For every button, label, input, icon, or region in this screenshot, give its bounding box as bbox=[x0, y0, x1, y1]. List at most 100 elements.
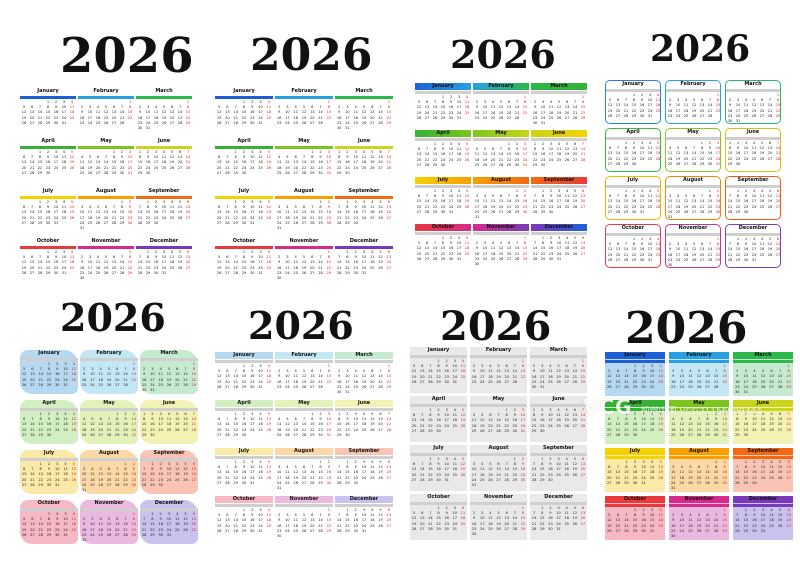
day-cell: 4 bbox=[648, 141, 652, 145]
day-cell: 6 bbox=[608, 465, 611, 470]
day-cell: 21 bbox=[691, 156, 697, 161]
weekday-strip bbox=[669, 504, 729, 507]
day-cell: 30 bbox=[752, 528, 757, 533]
day-cell: 24 bbox=[452, 374, 458, 379]
day-cell: 19 bbox=[21, 527, 27, 532]
day-cell: 20 bbox=[185, 260, 191, 265]
day-cell: 20 bbox=[29, 115, 35, 120]
day-cell: 4 bbox=[294, 369, 297, 374]
day-cell: 2 bbox=[56, 512, 59, 516]
weekday-strip bbox=[136, 96, 192, 99]
day-cell: 31 bbox=[639, 209, 645, 214]
day-cell: 27 bbox=[607, 161, 613, 166]
day-cell: 7 bbox=[104, 155, 108, 160]
day-cell: 23 bbox=[474, 256, 480, 261]
day-grid: 1 2 3 4 5 6 7 8 9 10 11 12 13 14 15 16 17 18 19 20 21 22 23 24 2… bbox=[275, 364, 333, 396]
day-cell: 8 bbox=[39, 417, 42, 422]
weekday-strip bbox=[275, 360, 333, 363]
day-cell: 12 bbox=[71, 467, 77, 472]
day-cell: 9 bbox=[251, 513, 254, 518]
day-cell: 30 bbox=[158, 532, 163, 537]
day-cell: 9 bbox=[54, 255, 58, 260]
day-cell: 19 bbox=[769, 422, 774, 427]
day-cell: 20 bbox=[174, 377, 180, 382]
day-cell: 28 bbox=[727, 209, 733, 214]
day-cell: 14 bbox=[318, 374, 323, 379]
month-name: May bbox=[687, 129, 699, 135]
day-cell: 22 bbox=[127, 115, 133, 120]
day-cell: 10 bbox=[285, 110, 290, 115]
day-cell: 12 bbox=[183, 517, 188, 522]
day-cell: 16 bbox=[137, 115, 143, 120]
day-cell: 7 bbox=[692, 146, 696, 151]
day-cell: 16 bbox=[46, 472, 52, 477]
day-cell: 8 bbox=[736, 242, 740, 247]
day-cell: 17 bbox=[522, 152, 528, 157]
day-grid: 1 2 3 4 5 6 7 8 9 10 11 12 13 14 15 16 17 18 19 20 21 22 23 24 2… bbox=[335, 100, 393, 133]
day-cell: 20 bbox=[705, 379, 710, 384]
day-cell: 16 bbox=[241, 210, 247, 215]
day-cell: 24 bbox=[345, 120, 350, 125]
day-cell: 11 bbox=[564, 511, 569, 516]
day-cell: 26 bbox=[498, 256, 504, 261]
weekday-strip bbox=[669, 456, 729, 459]
day-cell: 7 bbox=[379, 105, 382, 110]
day-cell: 4 bbox=[88, 205, 92, 210]
day-cell: 18 bbox=[293, 115, 298, 120]
day-cell: 9 bbox=[449, 100, 453, 105]
day-cell: 23 bbox=[276, 384, 282, 389]
day-cell: 21 bbox=[123, 377, 128, 382]
day-cell: 12 bbox=[361, 374, 367, 379]
day-cell: 14 bbox=[225, 160, 230, 165]
day-cell: 24 bbox=[735, 113, 741, 118]
day-cell: 25 bbox=[488, 379, 493, 384]
day-cell: 2 bbox=[640, 93, 644, 97]
day-cell: 7 bbox=[337, 255, 341, 260]
day-cell: 5 bbox=[499, 241, 503, 246]
day-cell: 14 bbox=[419, 467, 425, 472]
day-cell: 12 bbox=[103, 260, 109, 265]
day-cell: 17 bbox=[285, 379, 290, 384]
day-cell: 21 bbox=[29, 215, 35, 220]
month-june: June 1 2 3 4 5 6 7 8 9 10 11 12 13 14 15 16 17 18 19 20 21 22 2… bbox=[725, 128, 781, 172]
day-cell: 11 bbox=[293, 374, 298, 379]
month-october: October 1 2 3 4 5 6 7 8 9 10 11 12 13 14 15 16 17 18 19 20 21… bbox=[215, 238, 273, 283]
month-september: September 1 2 3 4 5 6 7 8 9 10 11 12 13 14 15 16 17 18 19 20… bbox=[733, 448, 793, 492]
day-cell: 3 bbox=[62, 250, 66, 254]
day-cell: 9 bbox=[80, 110, 84, 115]
day-cell: 26 bbox=[488, 477, 493, 482]
day-grid: 1 2 3 4 5 6 7 8 9 10 11 12 13 14 15 16 17 18 19 20 21 22 23 24 2… bbox=[80, 362, 138, 394]
day-cell: 18 bbox=[759, 199, 765, 204]
day-cell: 24 bbox=[53, 215, 59, 220]
day-cell: 11 bbox=[769, 513, 774, 518]
day-cell: 13 bbox=[580, 241, 586, 246]
day-cell: 26 bbox=[696, 528, 702, 533]
day-cell: 15 bbox=[233, 210, 238, 215]
day-cell: 21 bbox=[336, 215, 342, 220]
day-cell: 2 bbox=[736, 141, 740, 145]
day-cell: 9 bbox=[142, 372, 146, 377]
day-cell: 9 bbox=[632, 194, 636, 199]
day-cell: 14 bbox=[777, 374, 783, 379]
day-cell: 7 bbox=[714, 369, 718, 374]
day-cell: 4 bbox=[465, 236, 469, 240]
day-cell: 8 bbox=[736, 417, 739, 422]
day-cell: 15 bbox=[522, 246, 528, 251]
day-cell: 31 bbox=[258, 270, 263, 275]
day-cell: 18 bbox=[369, 210, 375, 215]
day-cell: 21 bbox=[572, 110, 578, 115]
day-cell: 6 bbox=[186, 250, 190, 254]
day-cell: 2 bbox=[146, 150, 150, 154]
day-cell: 19 bbox=[658, 422, 663, 427]
day-cell: 3 bbox=[541, 100, 545, 105]
day-cell: 29 bbox=[705, 432, 710, 437]
weekday-strip bbox=[335, 96, 393, 99]
day-cell: 4 bbox=[286, 205, 289, 210]
day-cell: 6 bbox=[112, 255, 116, 260]
day-cell: 11 bbox=[456, 194, 462, 199]
day-cell: 21 bbox=[624, 379, 629, 384]
day-cell: 1 bbox=[744, 508, 747, 512]
day-cell: 7 bbox=[697, 417, 701, 422]
day-cell: 18 bbox=[258, 422, 263, 427]
day-cell: 13 bbox=[386, 255, 392, 260]
